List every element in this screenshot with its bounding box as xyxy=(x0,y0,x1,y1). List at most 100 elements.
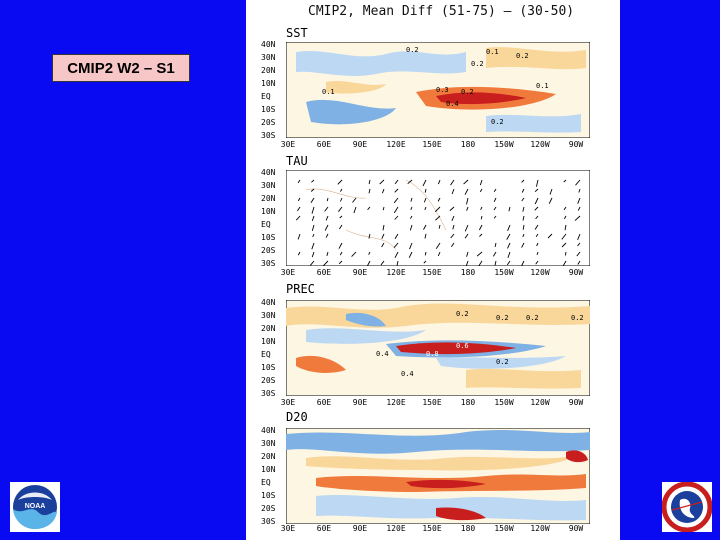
wind-vector xyxy=(339,215,343,219)
wind-vector xyxy=(437,197,441,202)
wind-vector xyxy=(324,224,329,231)
wind-vector xyxy=(382,206,385,211)
wind-vector xyxy=(338,242,343,249)
wind-vector xyxy=(451,242,455,247)
wind-vector xyxy=(507,242,511,249)
wind-vector xyxy=(464,224,469,232)
wind-vector xyxy=(479,224,483,231)
wind-vector xyxy=(451,215,455,221)
wind-vector xyxy=(325,215,329,221)
wind-vector xyxy=(547,233,553,239)
svg-text:0.2: 0.2 xyxy=(516,52,529,60)
wind-vector xyxy=(368,179,371,185)
wind-vector xyxy=(438,224,441,229)
wind-vector xyxy=(452,224,455,230)
svg-text:0.4: 0.4 xyxy=(446,100,459,108)
wind-vector xyxy=(311,215,315,222)
wind-vector xyxy=(393,197,399,204)
wind-vector xyxy=(310,260,315,266)
wind-vector xyxy=(479,188,483,193)
wind-vector xyxy=(311,224,315,232)
wind-vector xyxy=(575,179,581,186)
wind-vector xyxy=(479,179,483,186)
svg-text:0.1: 0.1 xyxy=(322,88,335,96)
wind-vector xyxy=(522,224,525,230)
wind-vector xyxy=(534,188,539,193)
wind-vector xyxy=(297,233,301,240)
wind-vector xyxy=(577,197,581,204)
wind-vector xyxy=(520,260,525,266)
prec-lon-axis: 30E 60E 90E 120E 150E 180 150W 120W 90W xyxy=(280,398,584,407)
svg-text:NOAA: NOAA xyxy=(25,503,46,510)
wind-vector xyxy=(521,197,525,202)
wind-vector xyxy=(535,260,539,265)
wind-vector xyxy=(381,242,385,248)
wind-vector xyxy=(324,206,329,212)
wind-vector xyxy=(368,188,371,194)
wind-vector xyxy=(577,233,581,240)
wind-vector xyxy=(466,197,469,205)
d20-lat-axis: 40N 30N 20N 10N EQ 10S 20S 30S xyxy=(261,426,276,526)
wind-vector xyxy=(295,215,301,221)
wind-vector xyxy=(339,251,343,256)
wind-vector xyxy=(351,251,357,257)
wind-vector xyxy=(424,233,427,239)
wind-vector xyxy=(435,215,441,221)
wind-vector xyxy=(521,242,525,248)
wind-vector xyxy=(382,224,385,231)
wind-vector xyxy=(338,260,343,265)
wind-vector xyxy=(451,188,455,195)
svg-text:0.2: 0.2 xyxy=(496,358,509,366)
wind-vector xyxy=(297,206,301,212)
svg-text:0.2: 0.2 xyxy=(461,88,474,96)
svg-text:0.2: 0.2 xyxy=(406,46,419,54)
wind-vector xyxy=(563,206,567,211)
wind-vector xyxy=(393,242,399,248)
wind-vector xyxy=(522,233,525,238)
wind-vector xyxy=(494,242,497,248)
panel-label-tau: TAU xyxy=(286,154,308,168)
wind-vector xyxy=(548,197,553,204)
wind-vector xyxy=(478,260,483,266)
wind-vector xyxy=(311,251,315,258)
wind-vector xyxy=(311,206,315,214)
wind-vector xyxy=(535,215,539,220)
wind-vector xyxy=(466,251,469,257)
wind-vector xyxy=(480,215,483,220)
wind-vector xyxy=(479,233,483,237)
wind-vector xyxy=(563,179,567,183)
wind-vector xyxy=(423,224,427,230)
wind-vector xyxy=(394,215,399,220)
wind-vector xyxy=(394,251,399,259)
wind-vector xyxy=(311,179,315,183)
svg-text:0.2: 0.2 xyxy=(471,60,484,68)
svg-text:0.2: 0.2 xyxy=(456,310,469,318)
wind-vector xyxy=(435,242,441,249)
slide-title: CMIP2 W2 – S1 xyxy=(52,54,190,82)
wind-vector xyxy=(424,206,427,211)
tau-lon-axis: 30E 60E 90E 120E 150E 180 150W 120W 90W xyxy=(280,268,584,277)
svg-text:0.1: 0.1 xyxy=(536,82,549,90)
wind-vector xyxy=(493,188,497,192)
svg-text:0.6: 0.6 xyxy=(456,342,469,350)
wind-vector xyxy=(410,206,413,210)
tau-vector-map xyxy=(286,170,590,266)
svg-text:0.4: 0.4 xyxy=(376,350,389,358)
wind-vector xyxy=(409,242,413,250)
wind-vector xyxy=(297,251,301,256)
wind-vector xyxy=(507,224,511,231)
wind-vector xyxy=(339,224,343,230)
wind-vector xyxy=(492,251,497,257)
wind-vector xyxy=(381,233,385,239)
wind-vector xyxy=(450,179,455,186)
wind-vector xyxy=(394,233,399,239)
wind-vector xyxy=(449,206,455,211)
d20-map xyxy=(286,428,590,524)
wind-vector xyxy=(410,215,413,219)
wind-vector xyxy=(312,233,315,238)
sst-lon-axis: 30E 60E 90E 120E 150E 180 150W 120W 90W xyxy=(280,140,584,149)
prec-lat-axis: 40N 30N 20N 10N EQ 10S 20S 30S xyxy=(261,298,276,398)
wind-vector xyxy=(380,260,385,266)
wind-vector xyxy=(297,179,301,184)
